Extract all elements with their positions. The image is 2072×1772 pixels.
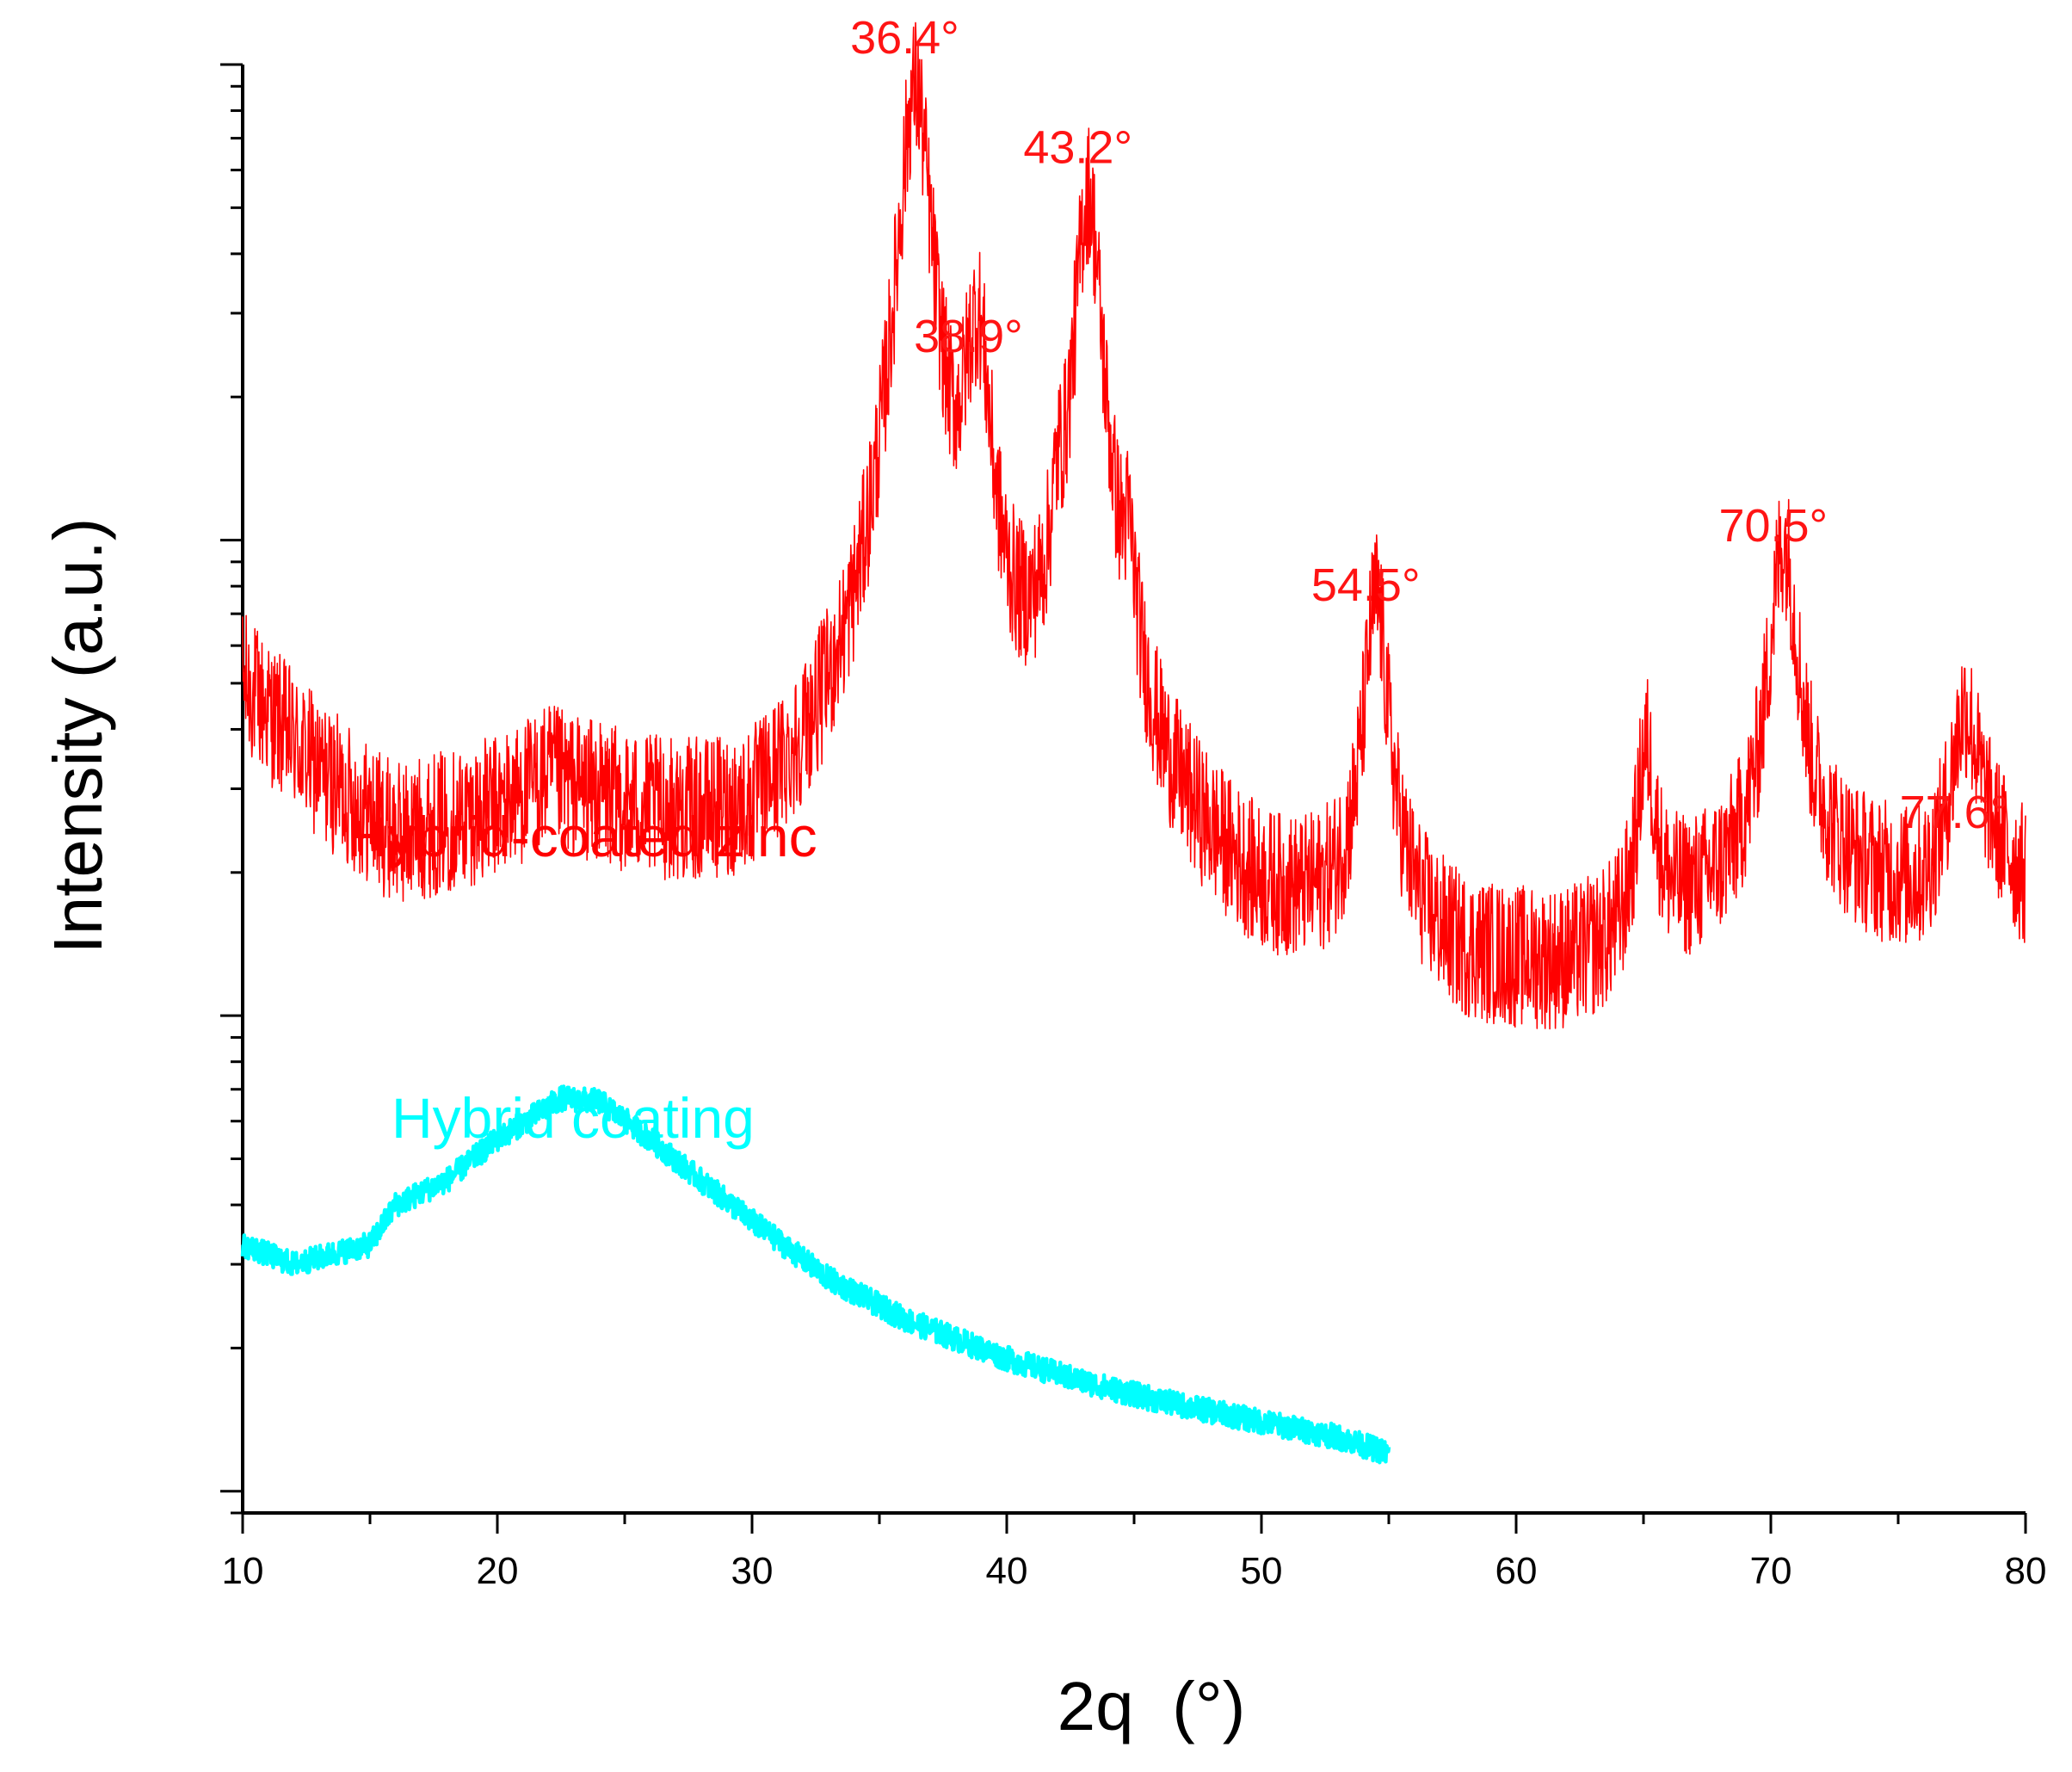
x-tick-label: 20 — [477, 1550, 519, 1592]
x-tick-label: 60 — [1495, 1550, 1538, 1592]
peak-label: 43.2° — [1023, 121, 1132, 173]
series-lines — [240, 22, 2026, 1465]
peak-label: 70.5° — [1718, 500, 1828, 552]
x-tick-label: 30 — [731, 1550, 774, 1592]
peak-label: 38.9° — [914, 311, 1023, 362]
series-line-hybrid-coated-zinc — [242, 22, 2026, 1030]
series-label-hybrid-coated-zinc: Hybrid-coated zinc — [347, 805, 817, 868]
x-axis-title: 2q (°) — [1058, 1668, 1246, 1744]
x-tick-label: 50 — [1241, 1550, 1283, 1592]
x-tick-label: 10 — [222, 1550, 264, 1592]
x-tick-label: 40 — [986, 1550, 1028, 1592]
x-ticks: 10 20 30 40 50 60 70 80 — [222, 1513, 2047, 1592]
peak-label: 36.4° — [850, 12, 959, 64]
series-label-hybrid-coating: Hybrid coating — [392, 1086, 755, 1150]
y-ticks — [220, 63, 243, 1515]
series-line-hybrid-coating — [240, 1084, 1391, 1465]
x-tick-label: 70 — [1750, 1550, 1792, 1592]
peak-label: 54.5° — [1311, 559, 1421, 611]
peak-labels: 36.4° 38.9° 43.2° 54.5° 70.5° 77.6° — [850, 12, 2008, 838]
y-axis-title: Intensity (a.u.) — [40, 518, 116, 954]
peak-label: 77.6° — [1900, 787, 2009, 838]
x-tick-label: 80 — [2005, 1550, 2047, 1592]
